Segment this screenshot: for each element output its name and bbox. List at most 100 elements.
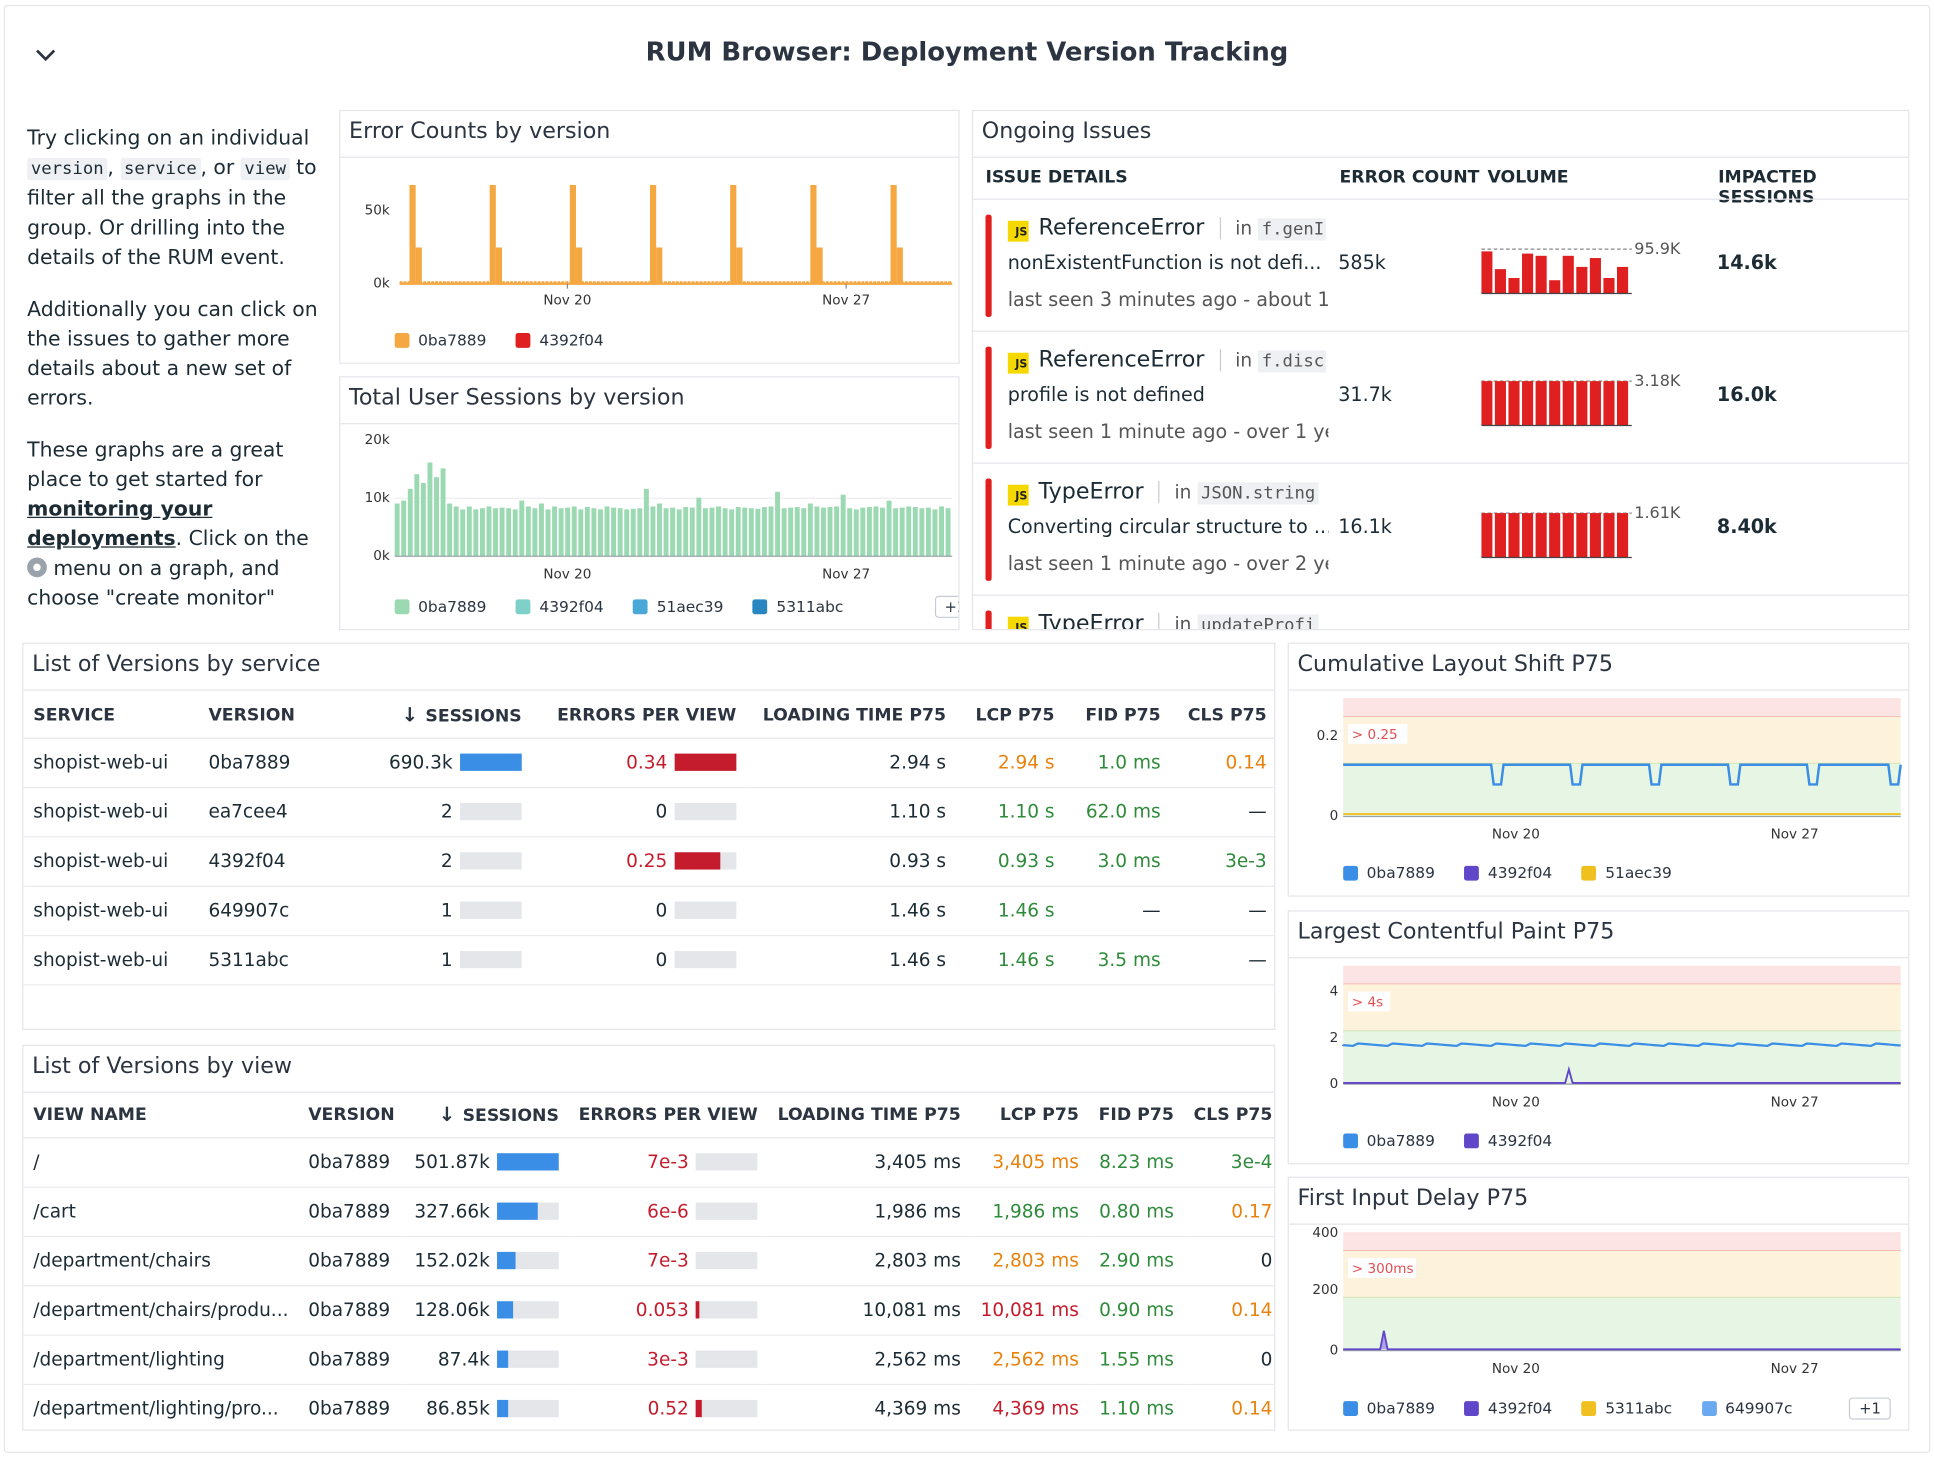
cell-version[interactable]: 4392f04 [198,836,347,887]
cell-lcp[interactable]: 1.10 s [955,786,1065,837]
column-header[interactable]: LCP P75 [970,1092,1089,1138]
cell-cls[interactable]: 0.14 [1170,737,1275,788]
column-header[interactable]: LOADING TIME P75 [767,1092,971,1138]
lcp-chart[interactable]: > 4s Nov 20 Nov 27 4 2 0 [1289,958,1909,1112]
table-row[interactable]: shopist-web-ui ea7cee4 2 0 1.10 s 1.10 s 62.0 … [23,786,1275,837]
cell-version[interactable]: 0ba7889 [198,737,347,788]
fid-chart[interactable]: > 300ms Nov 20 Nov 27 400 200 0 [1289,1225,1909,1379]
column-header[interactable]: FID P75 [1088,1092,1184,1138]
cell-loading-time[interactable]: 0.93 s [746,836,956,887]
cell-name[interactable]: shopist-web-ui [23,737,199,788]
cell-sessions[interactable]: 690.3k [346,737,532,788]
legend-item[interactable]: 4392f04 [1464,1399,1552,1417]
table-row[interactable]: /department/lighting/pro... 0ba7889 86.85k… [23,1383,1275,1430]
cell-loading-time[interactable]: 1,986 ms [767,1186,971,1237]
legend-item[interactable]: 0ba7889 [1343,863,1435,882]
ongoing-issues-widget[interactable]: Ongoing Issues ISSUE DETAILS ERROR COUNT… [971,109,1910,631]
legend-item[interactable]: 0ba7889 [394,331,486,350]
column-header[interactable]: VERSION [298,1092,405,1138]
cell-name[interactable]: /cart [23,1186,299,1237]
cell-lcp[interactable]: 1.46 s [955,885,1065,936]
cell-sessions[interactable]: 152.02k [404,1235,569,1286]
cell-fid[interactable]: 1.10 ms [1088,1383,1184,1430]
cell-sessions[interactable]: 501.87k [404,1137,569,1188]
legend-item[interactable]: 4392f04 [1464,1131,1552,1150]
cell-loading-time[interactable]: 2,803 ms [767,1235,971,1286]
legend-item[interactable]: 0ba7889 [1343,1399,1435,1417]
cell-loading-time[interactable]: 1.46 s [746,885,956,936]
legend-item[interactable]: 4392f04 [1464,863,1552,882]
cell-sessions[interactable]: 1 [346,934,532,985]
cell-fid[interactable]: 3.0 ms [1064,836,1171,887]
cell-errors-per-view[interactable]: 7e-3 [568,1235,768,1286]
legend-item[interactable]: 51aec39 [1581,863,1672,882]
cell-fid[interactable]: 8.23 ms [1088,1137,1184,1188]
issue-row[interactable]: JS TypeError in updateProfi [973,596,1908,630]
column-header[interactable]: ERRORS PER VIEW [568,1092,768,1138]
versions-by-view-widget[interactable]: List of Versions by view VIEW NAME VERSI… [22,1044,1276,1431]
table-row[interactable]: /department/chairs/produ... 0ba7889 128.06… [23,1285,1275,1336]
cell-loading-time[interactable]: 1.10 s [746,786,956,837]
cell-lcp[interactable]: 2.94 s [955,737,1065,788]
cell-version[interactable]: 649907c [198,885,347,936]
cls-chart[interactable]: > 0.25 Nov 20 Nov 27 0.2 0 [1289,691,1909,845]
versions-by-service-widget[interactable]: List of Versions by service SERVICE VERS… [22,642,1276,1030]
column-header[interactable]: CLS P75 [1183,1092,1275,1138]
cell-lcp[interactable]: 10,081 ms [970,1285,1089,1336]
table-row[interactable]: /0ba7889 501.87k 7e-3 3,405 ms 3,405 ms 8.23 … [23,1137,1275,1188]
cell-errors-per-view[interactable]: 6e-6 [568,1186,768,1237]
error-counts-chart[interactable]: 50k 0k Nov 20 Nov 27 [340,160,959,308]
cell-fid[interactable]: — [1064,885,1171,936]
cell-sessions[interactable]: 128.06k [404,1285,569,1336]
cell-fid[interactable]: 0.90 ms [1088,1285,1184,1336]
cell-version[interactable]: 5311abc [198,934,347,985]
cell-loading-time[interactable]: 1.46 s [746,934,956,985]
cell-loading-time[interactable]: 4,369 ms [767,1383,971,1430]
table-row[interactable]: /department/lighting 0ba7889 87.4k 3e-3 2,56… [23,1334,1275,1385]
cell-lcp[interactable]: 2,803 ms [970,1235,1089,1286]
error-counts-widget[interactable]: Error Counts by version 50k 0k Nov 20 Nov 2… [339,109,960,364]
cell-lcp[interactable]: 4,369 ms [970,1383,1089,1430]
cell-version[interactable]: 0ba7889 [298,1383,405,1430]
sessions-chart[interactable]: 20k 10k 0k Nov 20 Nov 27 [340,424,959,578]
fid-widget[interactable]: First Input Delay P75 > 300ms Nov 20 Nov 2… [1287,1176,1910,1431]
cell-lcp[interactable]: 1.46 s [955,934,1065,985]
cell-name[interactable]: shopist-web-ui [23,885,199,936]
issue-row[interactable]: JS TypeError in JSON.string Converting circ… [973,464,1909,596]
cell-version[interactable]: 0ba7889 [298,1186,405,1237]
cell-version[interactable]: ea7cee4 [198,786,347,837]
legend-item[interactable]: 0ba7889 [1343,1131,1435,1150]
column-header[interactable]: LCP P75 [955,693,1065,739]
cell-fid[interactable]: 0.80 ms [1088,1186,1184,1237]
cell-fid[interactable]: 1.0 ms [1064,737,1171,788]
cell-sessions[interactable]: 327.66k [404,1186,569,1237]
column-header[interactable]: ↓ SESSIONS [404,1092,569,1138]
table-row[interactable]: shopist-web-ui 0ba7889 690.3k 0.34 2.94 s 2.9… [23,737,1275,788]
cell-lcp[interactable]: 0.93 s [955,836,1065,887]
table-row[interactable]: shopist-web-ui 5311abc 1 0 1.46 s 1.46 s 3.5 m… [23,934,1275,985]
legend-more-button[interactable]: +2 [934,595,959,618]
legend-more-button[interactable]: +1 [1849,1397,1891,1420]
cell-name[interactable]: shopist-web-ui [23,836,199,887]
cell-errors-per-view[interactable]: 0 [531,934,747,985]
column-header[interactable]: VOLUME [1487,167,1569,188]
cell-errors-per-view[interactable]: 0.34 [531,737,747,788]
cell-cls[interactable]: — [1170,885,1275,936]
cell-sessions[interactable]: 86.85k [404,1383,569,1430]
column-header[interactable]: CLS P75 [1170,693,1275,739]
cell-name[interactable]: /department/chairs/produ... [23,1285,299,1336]
cell-name[interactable]: /department/lighting/pro... [23,1383,299,1430]
cell-errors-per-view[interactable]: 0.25 [531,836,747,887]
column-header[interactable]: LOADING TIME P75 [746,693,956,739]
table-row[interactable]: /cart 0ba7889 327.66k 6e-6 1,986 ms 1,986 ms 0… [23,1186,1275,1237]
column-header[interactable]: ↓ SESSIONS [346,693,532,739]
legend-item[interactable]: 5311abc [752,597,843,615]
cell-cls[interactable]: 0.14 [1183,1285,1275,1336]
cell-version[interactable]: 0ba7889 [298,1137,405,1188]
column-header[interactable]: VIEW NAME [23,1092,299,1138]
cell-cls[interactable]: 0 [1183,1235,1275,1286]
table-row[interactable]: shopist-web-ui 649907c 1 0 1.46 s 1.46 s — — [23,885,1275,936]
cell-loading-time[interactable]: 2.94 s [746,737,956,788]
column-header[interactable]: SERVICE [23,693,199,739]
cell-cls[interactable]: 3e-4 [1183,1137,1275,1188]
